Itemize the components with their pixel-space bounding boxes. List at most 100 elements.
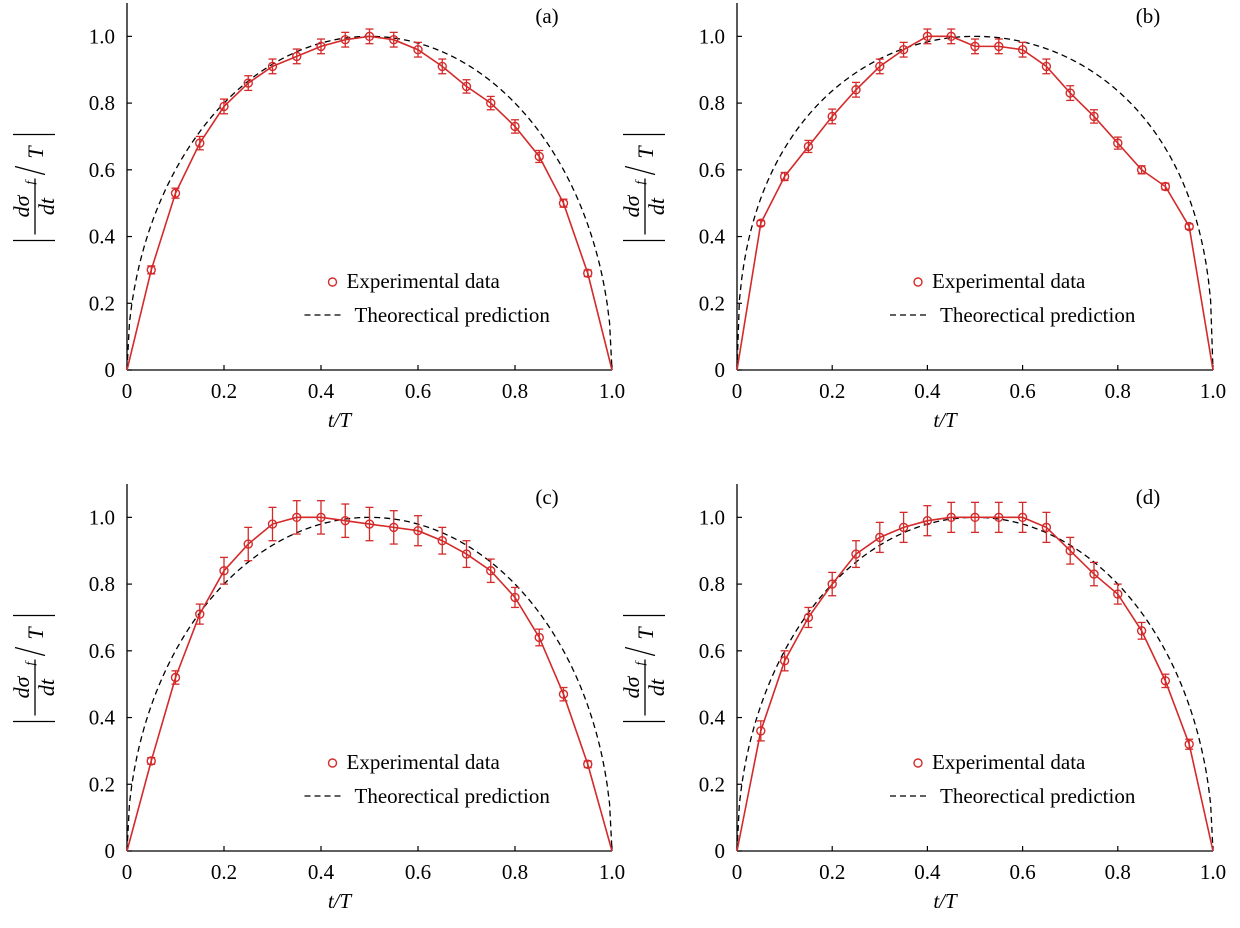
y-tick-label: 0.4 [699,706,726,730]
data-point [195,609,205,619]
x-tick-label: 0.2 [211,860,237,884]
data-point [1041,522,1052,533]
y-tick-label: 0 [715,358,726,382]
x-tick-label: 0.4 [308,860,335,884]
y-axis-label: dσ f dt T [619,614,669,723]
x-tick-label: 0.4 [914,379,941,403]
data-point [195,138,205,148]
x-tick-label: 0.6 [405,860,431,884]
data-point [851,549,861,559]
panel-label: (a) [535,4,558,28]
legend-label-experimental: Experimental data [347,750,501,774]
data-point [316,512,326,523]
y-tick-label: 0.6 [699,158,725,182]
data-point [803,612,814,623]
x-tick-label: 0.8 [1105,860,1131,884]
y-tick-label: 1.0 [89,24,115,48]
data-point [922,516,933,526]
ylabel-denominator: dt [34,678,59,696]
data-point [219,566,229,576]
data-point [267,61,278,72]
data-point [1160,181,1171,192]
data-point [946,31,956,42]
data-point [461,549,472,559]
ylabel-denominator: dt [644,197,669,215]
y-tick-label: 1.0 [89,505,115,529]
data-point [1089,569,1099,579]
legend-label-experimental: Experimental data [932,750,1086,774]
data-point [1017,45,1028,55]
chart-panel-1: 0 0.2 0.4 0.6 0.8 1.0 0 0.2 0.4 0.6 0.8 1.0 t/T dσ f dt… [9,3,625,432]
data-point [922,31,933,42]
ylabel-subscript: f [632,660,647,666]
x-tick-label: 0.6 [1009,860,1035,884]
data-point [1136,165,1147,175]
x-tick-label: 0.8 [1105,379,1131,403]
data-point [340,516,350,526]
legend-label-theory: Theorectical prediction [355,784,551,808]
data-point [827,579,837,589]
x-tick-label: 1.0 [599,379,625,403]
data-point [558,689,569,699]
legend-marker-experimental [913,758,923,768]
data-point [779,656,790,666]
data-point [364,31,375,42]
ylabel-subscript: f [22,660,37,666]
y-axis-label: dσ f dt T [9,614,59,723]
y-tick-label: 0.4 [89,225,116,249]
ylabel-slash [14,165,46,176]
data-point [1041,61,1052,72]
y-tick-label: 0.8 [89,91,115,115]
data-point [827,111,837,122]
data-point [1065,88,1075,98]
data-point [267,519,278,529]
x-tick-label: 0.2 [819,379,845,403]
legend-marker-experimental [327,277,338,287]
x-tick-label: 0 [732,860,743,884]
legend-label-experimental: Experimental data [347,269,501,293]
chart-panel-4: 0 0.2 0.4 0.6 0.8 1.0 0 0.2 0.4 0.6 0.8 1.0 t/T dσ f dt… [619,484,1226,913]
x-tick-label: 0 [122,860,133,884]
data-point [340,35,350,45]
y-tick-label: 0 [105,839,116,863]
data-point [875,532,885,543]
y-tick-label: 0.2 [699,291,725,315]
legend-label-theory: Theorectical prediction [940,784,1136,808]
x-tick-label: 0 [732,379,743,403]
data-point [170,188,181,198]
legend-marker-experimental [327,758,338,768]
data-point [1160,676,1171,686]
ylabel-slash [14,646,46,657]
data-point [534,151,544,162]
x-tick-label: 0.4 [308,379,335,403]
ylabel-T: T [633,145,658,159]
theory-curve [736,35,1214,371]
y-tick-label: 1.0 [699,505,725,529]
legend-label-theory: Theorectical prediction [940,303,1136,327]
ylabel-numerator: dσ [9,194,34,217]
ylabel-numerator: dσ [9,675,34,698]
x-tick-label: 0.2 [211,379,237,403]
data-point [1065,546,1075,556]
data-point [461,81,472,92]
data-point [146,265,156,275]
ylabel-denominator: dt [644,678,669,696]
data-point [146,756,156,766]
data-point [389,35,399,45]
data-point [946,512,956,523]
y-tick-label: 0 [105,358,116,382]
data-point [970,512,980,523]
data-point [898,522,909,533]
y-tick-label: 0.4 [89,706,116,730]
y-tick-label: 0.6 [699,639,725,663]
data-point [316,41,326,52]
legend-marker-experimental [913,277,923,287]
ylabel-slash [624,646,656,657]
y-tick-label: 0.2 [89,291,115,315]
data-point [510,121,520,132]
ylabel-numerator: dσ [619,194,644,217]
data-point [779,171,790,182]
data-point [1184,739,1194,749]
ylabel-slash [624,165,656,176]
data-point [437,536,447,546]
